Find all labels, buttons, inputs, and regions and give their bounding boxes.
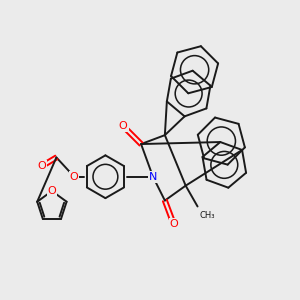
Text: O: O — [37, 161, 46, 171]
Text: N: N — [149, 172, 157, 182]
Text: O: O — [119, 121, 128, 131]
Text: O: O — [47, 186, 56, 196]
Text: O: O — [169, 219, 178, 229]
Text: O: O — [70, 172, 79, 182]
Text: CH₃: CH₃ — [199, 211, 214, 220]
